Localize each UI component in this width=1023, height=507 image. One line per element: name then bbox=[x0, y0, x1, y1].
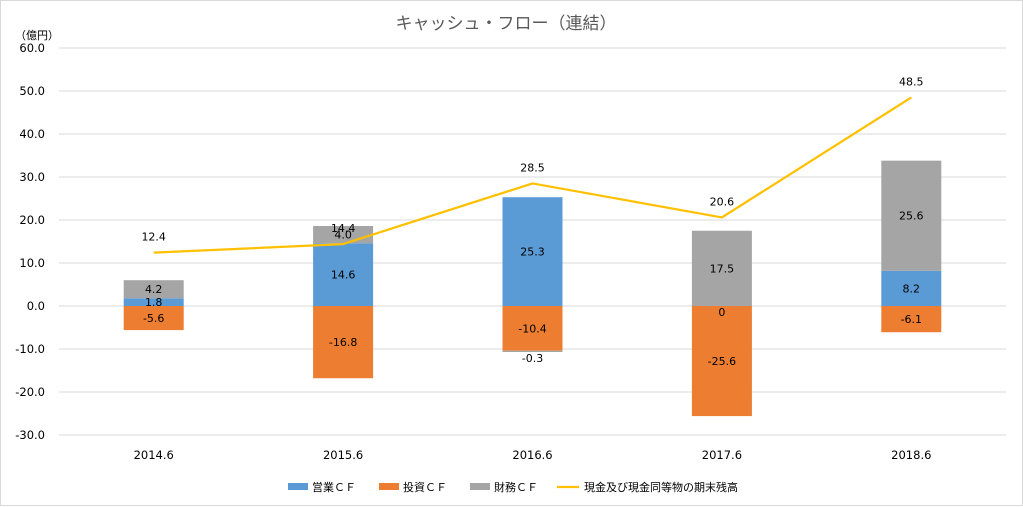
bar-financing bbox=[123, 280, 184, 299]
data-label-balance: 48.5 bbox=[899, 75, 924, 88]
data-label-financing: 17.5 bbox=[710, 262, 735, 275]
x-tick-label: 2018.6 bbox=[891, 448, 931, 462]
x-axis-ticks: 2014.6 2015.6 2016.6 2017.6 2018.6 bbox=[134, 448, 932, 462]
data-label-operating: 1.8 bbox=[145, 296, 163, 309]
legend-label: 現金及び現金同等物の期末残高 bbox=[584, 480, 738, 494]
y-tick-label: 50.0 bbox=[19, 84, 45, 98]
x-tick-label: 2015.6 bbox=[323, 448, 363, 462]
bar-investing bbox=[313, 306, 374, 379]
y-axis-unit-label: （億円） bbox=[15, 29, 59, 42]
legend-label: 投資ＣＦ bbox=[403, 480, 447, 494]
bar-financing bbox=[502, 350, 563, 353]
bar-financing bbox=[691, 230, 752, 306]
y-tick-label: 40.0 bbox=[19, 127, 45, 141]
bar-investing bbox=[123, 306, 184, 331]
x-tick-label: 2014.6 bbox=[134, 448, 174, 462]
data-label-investing: -25.6 bbox=[708, 355, 736, 368]
y-tick-label: 20.0 bbox=[19, 213, 45, 227]
data-label-investing: -5.6 bbox=[143, 312, 164, 325]
balance-polyline bbox=[153, 96, 912, 254]
bar-operating bbox=[123, 298, 184, 306]
data-label-operating: 0 bbox=[718, 306, 725, 319]
y-tick-label: -20.0 bbox=[15, 385, 45, 399]
y-tick-label: 10.0 bbox=[19, 256, 45, 270]
bar-financing bbox=[881, 160, 942, 271]
bar-operating bbox=[313, 243, 374, 306]
data-label-financing: 25.6 bbox=[899, 210, 924, 223]
data-label-financing: -0.3 bbox=[522, 352, 543, 365]
chart-title: キャッシュ・フロー（連結） bbox=[396, 14, 617, 34]
data-label-investing: -16.8 bbox=[329, 336, 357, 349]
legend-swatch bbox=[288, 483, 308, 490]
bar-operating bbox=[502, 197, 563, 306]
data-labels: 1.8 -5.6 4.2 14.6 -16.8 4.0 25.3 -10.4 -0.3 0 -25.… bbox=[141, 75, 923, 368]
data-label-balance: 12.4 bbox=[141, 231, 166, 244]
bar-investing bbox=[691, 306, 752, 417]
bar-investing bbox=[502, 306, 563, 351]
balance-line bbox=[153, 96, 912, 254]
bars bbox=[123, 160, 942, 417]
data-label-financing: 4.2 bbox=[145, 283, 163, 296]
data-label-operating: 8.2 bbox=[903, 282, 921, 295]
data-label-operating: 14.6 bbox=[331, 269, 356, 282]
data-label-balance: 14.4 bbox=[331, 222, 356, 235]
legend-label: 営業ＣＦ bbox=[312, 480, 356, 494]
x-tick-label: 2017.6 bbox=[702, 448, 742, 462]
y-tick-label: 0.0 bbox=[27, 299, 45, 313]
legend-swatch bbox=[470, 483, 490, 490]
x-tick-label: 2016.6 bbox=[512, 448, 552, 462]
legend: 営業ＣＦ 投資ＣＦ 財務ＣＦ 現金及び現金同等物の期末残高 bbox=[288, 480, 738, 494]
legend-swatch bbox=[379, 483, 399, 490]
data-label-balance: 28.5 bbox=[520, 161, 545, 174]
y-tick-label: -30.0 bbox=[15, 428, 45, 442]
y-tick-label: 30.0 bbox=[19, 170, 45, 184]
y-tick-label: -10.0 bbox=[15, 342, 45, 356]
y-tick-label: 60.0 bbox=[19, 41, 45, 55]
data-label-investing: -10.4 bbox=[518, 322, 546, 335]
data-label-operating: 25.3 bbox=[520, 246, 545, 259]
data-label-balance: 20.6 bbox=[710, 195, 735, 208]
data-label-financing: 4.0 bbox=[334, 229, 352, 242]
data-label-investing: -6.1 bbox=[901, 313, 922, 326]
bar-operating bbox=[881, 270, 942, 306]
legend-label: 財務ＣＦ bbox=[494, 480, 538, 494]
bar-investing bbox=[881, 306, 942, 333]
y-axis-ticks: 60.0 50.0 40.0 30.0 20.0 10.0 0.0 -10.0 -20.0 -30… bbox=[15, 41, 45, 442]
